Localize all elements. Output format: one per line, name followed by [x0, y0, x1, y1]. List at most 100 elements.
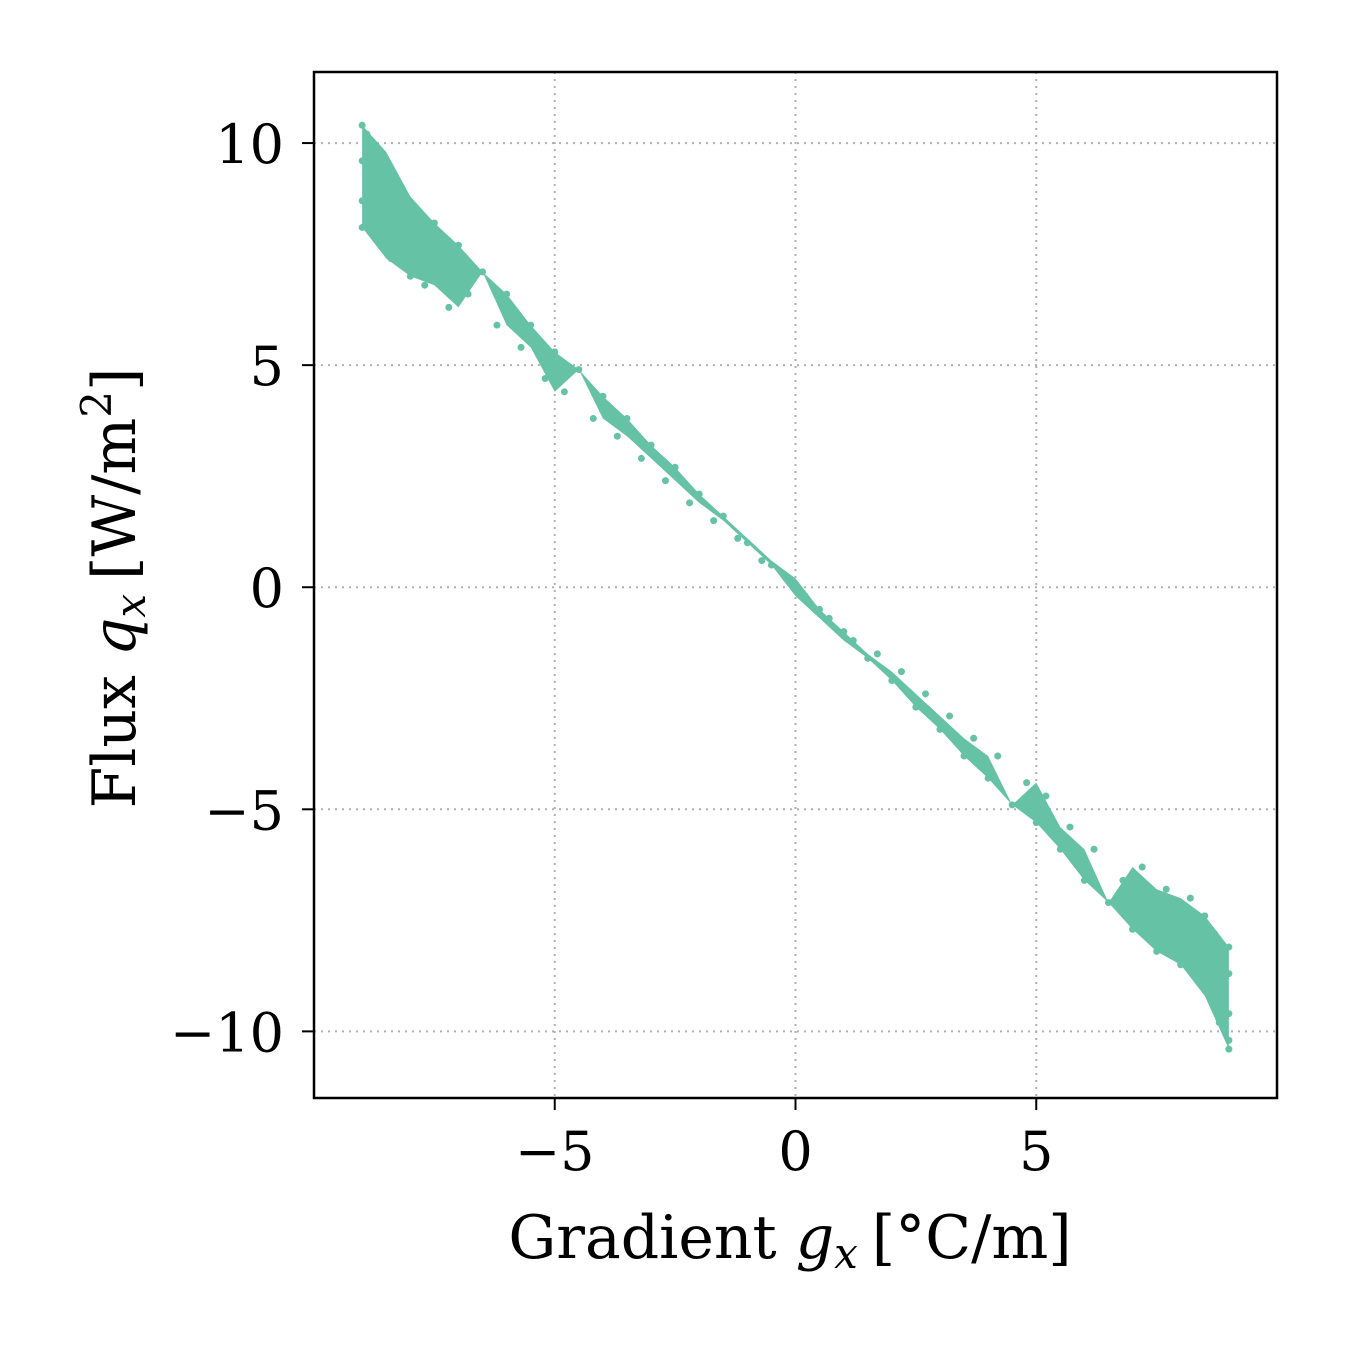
data-point — [479, 268, 487, 276]
data-point — [387, 255, 395, 263]
y-tick-label: −5 — [204, 779, 284, 842]
data-point — [936, 725, 944, 733]
data-point — [1225, 1010, 1233, 1018]
data-point — [946, 712, 954, 720]
data-point — [1032, 819, 1040, 827]
data-point — [816, 605, 824, 613]
data-point — [1225, 970, 1233, 978]
data-point — [719, 512, 727, 520]
data-point — [710, 517, 718, 525]
data-point — [575, 366, 583, 374]
data-point — [984, 774, 992, 782]
data-point — [445, 303, 453, 311]
data-point — [888, 676, 896, 684]
data-point — [792, 583, 799, 591]
data-point — [589, 414, 597, 422]
data-point — [1162, 885, 1170, 893]
data-point — [1008, 801, 1016, 809]
data-point — [671, 463, 679, 471]
data-point — [994, 752, 1002, 760]
y-tick-label: 0 — [250, 557, 284, 620]
data-point — [1023, 779, 1031, 787]
data-point — [363, 130, 371, 138]
y-tick-label: 10 — [215, 113, 284, 176]
data-point — [1056, 845, 1064, 853]
data-point — [613, 432, 621, 440]
data-point — [377, 237, 385, 245]
y-tick-label: −10 — [170, 1001, 284, 1064]
x-tick-label: −5 — [515, 1120, 595, 1183]
data-point — [686, 499, 694, 507]
data-point — [1220, 987, 1228, 995]
data-point — [623, 414, 631, 422]
data-point — [358, 197, 366, 205]
data-point — [373, 148, 381, 156]
data-point — [599, 392, 607, 400]
data-point — [695, 490, 703, 498]
x-tick-label: 5 — [1019, 1120, 1053, 1183]
data-point — [1104, 899, 1112, 907]
data-point — [647, 441, 655, 449]
data-point — [864, 654, 872, 662]
data-point — [637, 454, 645, 462]
data-point — [358, 223, 366, 231]
data-point — [363, 179, 371, 187]
data-point — [960, 752, 968, 760]
data-point — [1119, 876, 1127, 884]
data-point — [743, 539, 751, 547]
data-point — [661, 477, 669, 485]
data-point — [411, 206, 419, 214]
data-point — [1215, 1018, 1223, 1026]
data-point — [1138, 863, 1146, 871]
data-point — [782, 574, 790, 582]
data-point — [970, 734, 978, 742]
data-point — [1066, 823, 1074, 831]
data-point — [503, 290, 511, 298]
data-point — [1153, 947, 1161, 955]
data-point — [368, 210, 376, 218]
data-point — [358, 157, 366, 165]
data-point — [1206, 992, 1214, 1000]
data-point — [825, 614, 833, 622]
data-point — [1196, 974, 1204, 982]
data-points — [358, 121, 1233, 1053]
data-point — [382, 175, 390, 183]
data-point — [1220, 956, 1228, 964]
data-point — [527, 321, 535, 329]
data-point — [767, 561, 775, 569]
data-point — [897, 668, 905, 676]
data-point — [1042, 792, 1050, 800]
data-point — [1177, 961, 1185, 969]
data-point — [1090, 845, 1098, 853]
plot-frame — [312, 70, 1279, 1100]
data-point — [406, 272, 414, 280]
data-point — [840, 628, 848, 636]
y-tick-label: 5 — [250, 335, 284, 398]
data-point — [454, 241, 462, 249]
data-point — [1080, 876, 1088, 884]
data-point — [421, 281, 429, 289]
x-axis-label: Gradient gx [°C/m] — [508, 1203, 1071, 1278]
data-point — [493, 321, 501, 329]
y-axis-label: Flux qx[W/m2] — [72, 368, 155, 809]
data-point — [1129, 925, 1137, 933]
x-tick-label: 0 — [778, 1120, 812, 1183]
data-point — [1186, 894, 1194, 902]
data-point — [551, 348, 559, 356]
data-point — [1225, 1045, 1233, 1053]
tick-marks — [302, 142, 1038, 1110]
tick-labels: −5 0 5 −10 −5 0 5 10 — [170, 113, 1053, 1183]
data-point — [1225, 943, 1233, 951]
data-point — [1201, 912, 1209, 920]
data-point — [517, 343, 525, 351]
data-point — [430, 219, 438, 227]
data-point — [560, 388, 568, 396]
data-point — [922, 690, 930, 698]
data-point — [758, 557, 766, 565]
data-point — [397, 192, 405, 200]
data-point — [464, 290, 472, 298]
data-point — [873, 650, 881, 658]
data-point — [1225, 1036, 1233, 1044]
